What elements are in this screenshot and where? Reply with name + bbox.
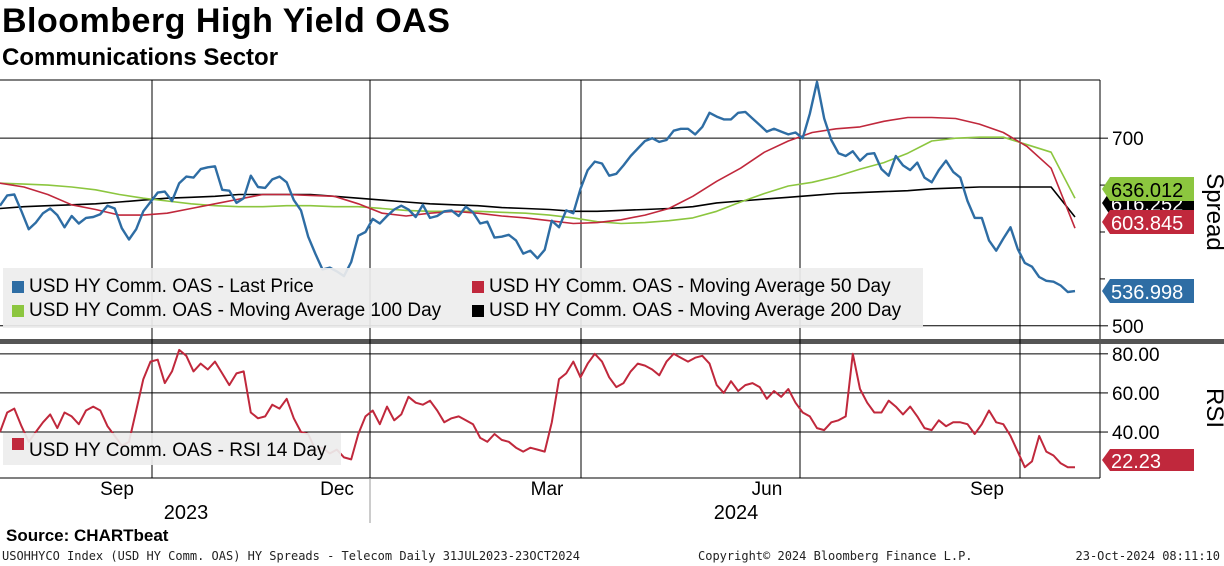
price-legend-box: [3, 268, 923, 328]
chart-title: Bloomberg High Yield OAS: [2, 2, 451, 40]
series-line-ma100[interactable]: [0, 136, 1076, 225]
legend-label-ma200: USD HY Comm. OAS - Moving Average 200 Da…: [489, 300, 902, 321]
value-tag-text-ma50: 603.845: [1111, 213, 1183, 235]
ticker-description: USOHHYCO Index (USD HY Comm. OAS) HY Spr…: [2, 549, 580, 563]
series-line-rsi[interactable]: [0, 348, 1075, 469]
legend-swatch-ma100: [12, 305, 24, 317]
panel-divider[interactable]: [0, 339, 1224, 344]
value-tag-last_price[interactable]: 536.998: [1102, 279, 1194, 304]
legend-label-ma100: USD HY Comm. OAS - Moving Average 100 Da…: [29, 300, 442, 321]
value-tag-bg-last_price: [1102, 279, 1194, 303]
chart-subtitle: Communications Sector: [2, 44, 279, 71]
rsi-y-tick-label-0: 40.00: [1112, 423, 1160, 444]
lower-y-axis-label: RSI: [1201, 388, 1224, 428]
legend-swatch-rsi: [12, 438, 24, 450]
series-line-ma50[interactable]: [0, 116, 1076, 229]
rsi-legend-box: [3, 433, 341, 465]
legend-swatch-last_price: [12, 281, 24, 293]
value-tag-text-ma100: 636.012: [1111, 180, 1183, 202]
value-tag-text-rsi: 22.23: [1111, 451, 1161, 473]
upper-y-tick-label-0: 500: [1112, 317, 1144, 338]
x-tick-label-1: Dec: [320, 479, 354, 500]
source-note: Source: CHARTbeat: [6, 526, 169, 545]
legend-swatch-ma200: [472, 305, 484, 317]
rsi-y-tick-label-2: 80.00: [1112, 345, 1160, 366]
x-tick-label-4: Sep: [970, 479, 1004, 500]
value-tag-bg-rsi: [1102, 449, 1194, 471]
year-label-1: 2024: [714, 502, 759, 524]
legend-label-rsi: USD HY Comm. OAS - RSI 14 Day: [29, 440, 327, 461]
value-tag-ma50[interactable]: 603.845: [1102, 210, 1194, 235]
upper-y-tick-label-1: 700: [1112, 129, 1144, 150]
copyright: Copyright© 2024 Bloomberg Finance L.P.: [698, 549, 973, 563]
series-line-ma200[interactable]: [0, 186, 1076, 218]
year-label-0: 2023: [164, 502, 209, 524]
series-line-last_price[interactable]: [0, 80, 1076, 294]
value-tag-rsi[interactable]: 22.23: [1102, 449, 1194, 473]
rsi-y-tick-label-1: 60.00: [1112, 384, 1160, 405]
x-tick-label-2: Mar: [531, 479, 564, 500]
value-tag-bg-ma50: [1102, 210, 1194, 234]
value-tag-text-last_price: 536.998: [1111, 282, 1183, 304]
timestamp: 23-Oct-2024 08:11:10: [1075, 549, 1221, 563]
x-tick-label-0: Sep: [100, 479, 134, 500]
legend-swatch-ma50: [472, 281, 484, 293]
value-tag-ma100[interactable]: 636.012: [1102, 177, 1194, 202]
legend-label-ma50: USD HY Comm. OAS - Moving Average 50 Day: [489, 276, 891, 297]
value-tag-bg-ma100: [1102, 177, 1194, 201]
x-tick-label-3: Jun: [752, 479, 783, 500]
upper-y-axis-label: Spread: [1201, 173, 1224, 250]
legend-label-last_price: USD HY Comm. OAS - Last Price: [29, 276, 314, 297]
